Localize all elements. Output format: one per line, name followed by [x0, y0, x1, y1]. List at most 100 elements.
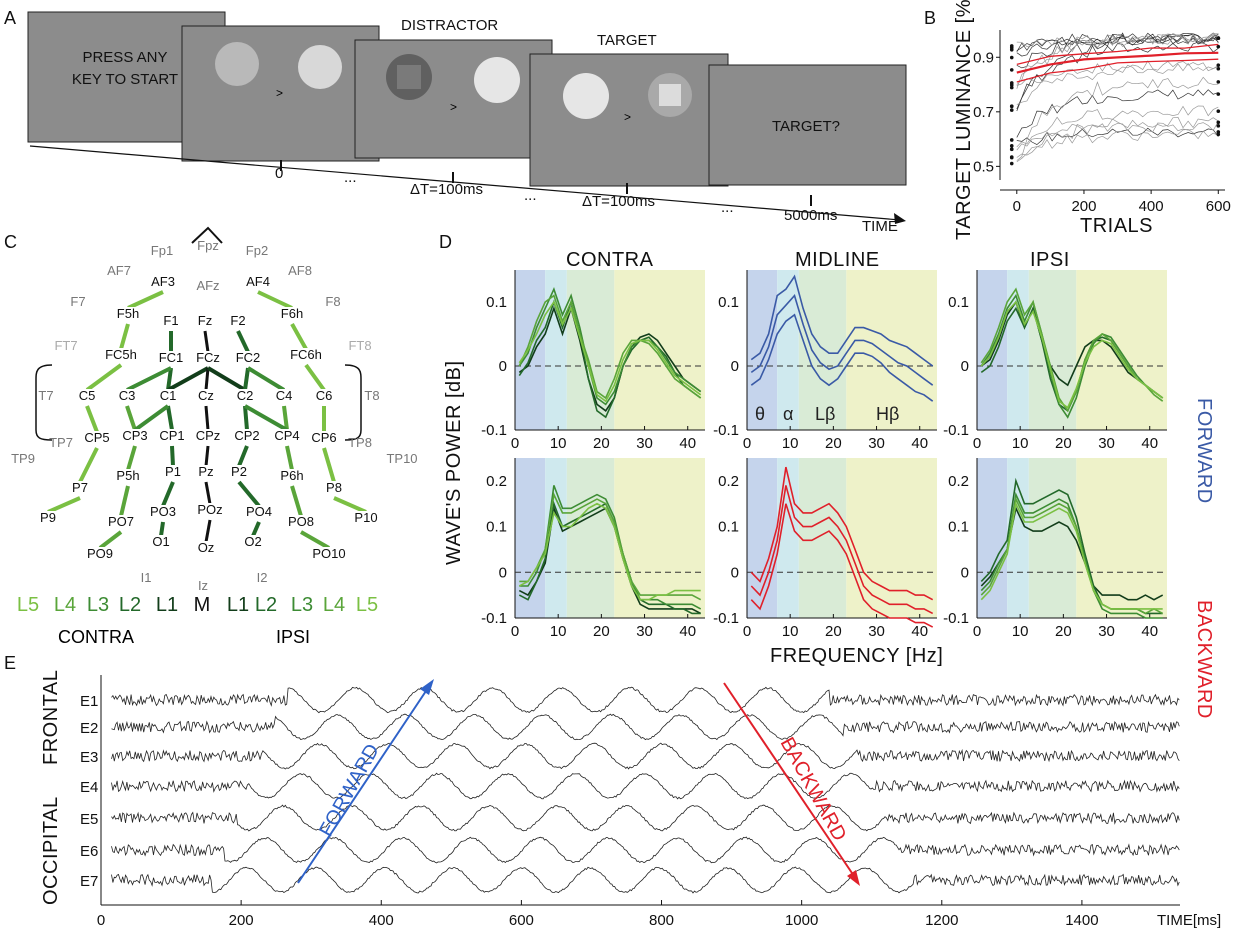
electrode-fc2: FC2 — [236, 350, 261, 365]
panel-e-xlabel: TIME[ms] — [1157, 912, 1221, 929]
electrode-link — [237, 480, 261, 508]
electrode-cp6: CP6 — [311, 430, 336, 445]
spectrum-L4 — [518, 294, 702, 400]
b-xtick-label: 600 — [1206, 198, 1231, 215]
subject-end-dot — [1216, 80, 1221, 84]
electrode-link — [119, 323, 130, 350]
electrode-bg — [234, 429, 260, 443]
b-xtick-label: 200 — [1071, 198, 1096, 215]
band-alpha: α — [783, 404, 793, 424]
electrode-o1: O1 — [152, 534, 169, 549]
d-ytick-label: -0.1 — [943, 610, 969, 627]
electrode-poz: POz — [197, 502, 222, 517]
subject-start-dot — [1009, 68, 1014, 72]
title-contra: CONTRA — [566, 249, 654, 271]
electrode-fp1: Fp1 — [151, 243, 173, 258]
electrode-bg — [159, 389, 177, 403]
channel-e7: E7 — [80, 873, 98, 890]
d-ytick-label: 0.1 — [948, 294, 969, 311]
timeline-dots-3: ... — [721, 199, 734, 216]
subject-start-dot — [1009, 44, 1014, 48]
subject-start-dot — [1009, 104, 1014, 109]
panel-d-xlabel: FREQUENCY [Hz] — [770, 645, 943, 667]
line-legend: L5 L4 L3 L2 L1 M L1 L2 L3 L4 L5 — [17, 594, 378, 616]
d-xtick-label: 40 — [1141, 435, 1158, 452]
electrode-bg — [244, 535, 262, 549]
panel-label-c: C — [4, 232, 17, 252]
electrode-i1: I1 — [141, 570, 152, 585]
electrode-i2: I2 — [257, 570, 268, 585]
target-square — [659, 84, 681, 106]
electrode-bg — [197, 541, 215, 555]
title-midline: MIDLINE — [795, 249, 880, 271]
electrode-bg — [152, 535, 170, 549]
electrode-po10: PO10 — [312, 546, 345, 561]
electrode-bg — [315, 389, 333, 403]
d-xtick-label: 10 — [1012, 623, 1029, 640]
electrode-bg — [279, 469, 305, 483]
subject-line — [1016, 127, 1219, 146]
electrode-link — [236, 330, 250, 353]
electrode-ft8: FT8 — [348, 338, 371, 353]
b-xtick-label: 400 — [1139, 198, 1164, 215]
electrode-link — [125, 405, 137, 431]
electrode-bg — [104, 348, 138, 362]
spectrum-L5 — [518, 300, 702, 403]
electrode-bg — [312, 547, 346, 561]
fixation-arrow-2: > — [450, 100, 457, 114]
electrode-fc5h: FC5h — [105, 347, 137, 362]
d-xtick-label: 30 — [636, 623, 653, 640]
electrode-p8: P8 — [326, 480, 342, 495]
d-ytick-label: 0.1 — [486, 519, 507, 536]
electrode-bg — [150, 275, 176, 289]
mean-mean — [1016, 51, 1219, 74]
electrode-c3: C3 — [119, 388, 136, 403]
electrode-bg — [87, 547, 113, 561]
timeline-axis-label: TIME — [862, 218, 898, 235]
electrode-t7: T7 — [38, 388, 53, 403]
row-label-forward: FORWARD — [1193, 398, 1215, 504]
electrode-link — [126, 445, 137, 471]
panel-c: C Fp1 Fpz Fp2 AF7 AFz AF8 F7 F8 T7 T8 TP7 TP8 TP9 TP1… — [4, 226, 418, 647]
timeline-label-0: 0 — [275, 165, 283, 182]
electrode-f1: F1 — [163, 313, 178, 328]
electrode-af8: AF8 — [288, 263, 312, 278]
d-xtick-label: 40 — [679, 623, 696, 640]
spectrum-M — [750, 485, 934, 615]
electrode-link — [127, 290, 164, 310]
spectrum-L4 — [519, 491, 702, 601]
subject-start-dot — [1009, 161, 1014, 166]
electrode-po9: PO9 — [87, 546, 113, 561]
electrode-bg — [78, 389, 96, 403]
d-ytick-label: 0.1 — [718, 519, 739, 536]
electrode-c6: C6 — [316, 388, 333, 403]
panel-label-d: D — [439, 232, 452, 252]
electrode-fcz: FCz — [196, 350, 220, 365]
electrode-link — [290, 485, 303, 517]
spectrum-M-upper — [750, 274, 934, 367]
electrode-link — [85, 405, 99, 433]
spectrum-M-lower — [750, 503, 934, 628]
screen-start-line1: PRESS ANY — [82, 49, 167, 66]
electrode-bg — [71, 481, 89, 495]
trace-e5 — [111, 804, 1180, 832]
electrode-link — [98, 530, 123, 550]
subject-start-dot — [1009, 144, 1014, 148]
electrode-iz: Iz — [198, 578, 208, 593]
occipital-label: OCCIPITAL — [40, 796, 62, 905]
subject-line — [1016, 121, 1219, 158]
electrode-bg — [158, 351, 184, 365]
subject-line — [1016, 105, 1219, 148]
electrode-link — [170, 445, 175, 467]
electrode-bg — [311, 431, 337, 445]
timeline-dots-2: ... — [524, 187, 537, 204]
e-xtick-label: 1000 — [785, 912, 818, 929]
spectrum-L5 — [980, 300, 1164, 409]
distractor-label: DISTRACTOR — [401, 17, 498, 34]
electrode-cp3: CP3 — [122, 428, 147, 443]
electrode-af7: AF7 — [107, 263, 131, 278]
electrode-cp2: CP2 — [234, 428, 259, 443]
electrode-cpz: CPz — [196, 428, 221, 443]
electrode-p6h: P6h — [280, 468, 303, 483]
electrode-bg — [245, 275, 271, 289]
